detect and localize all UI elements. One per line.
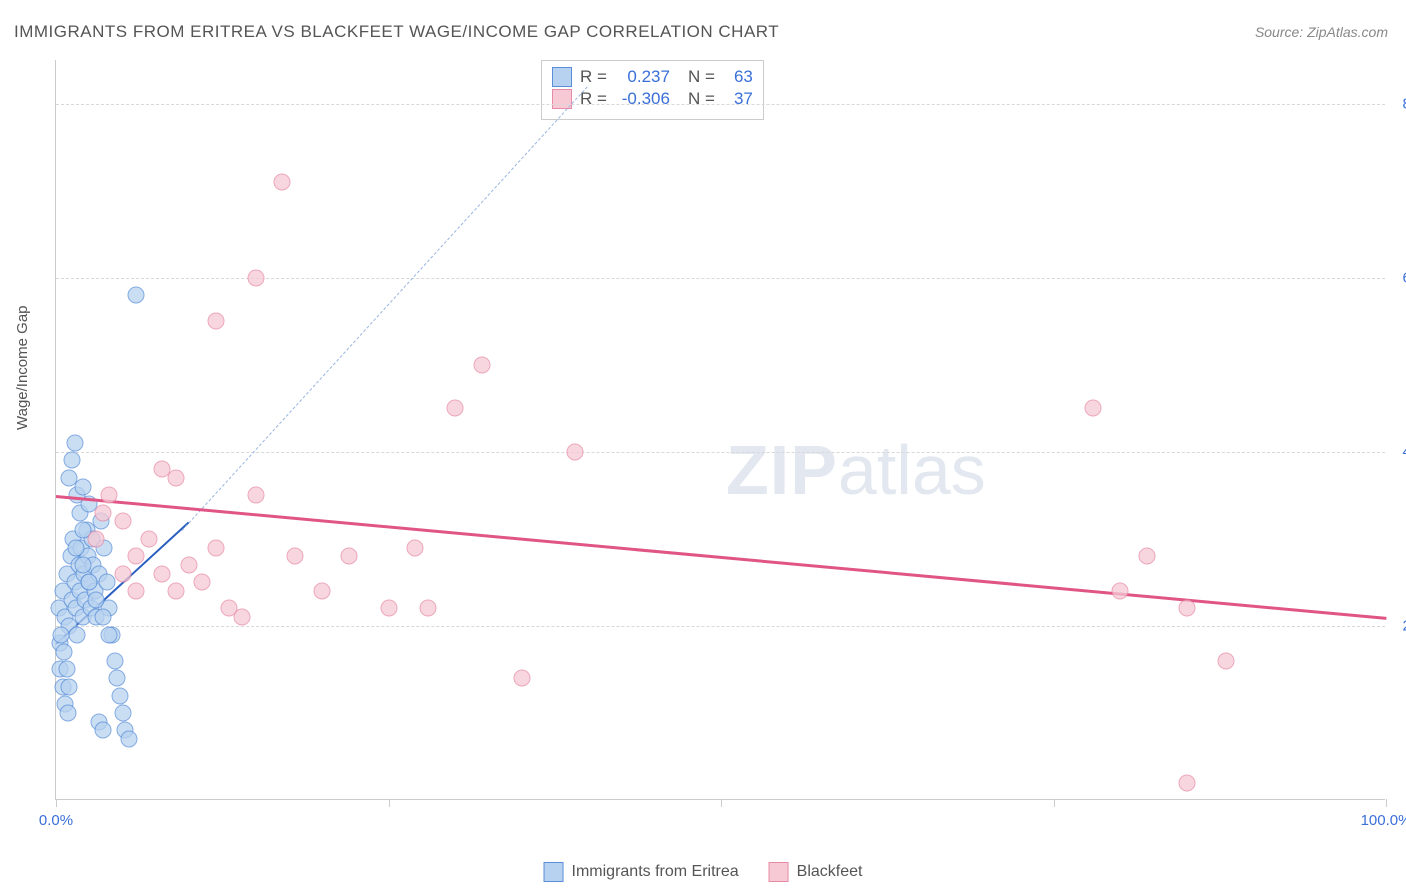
y-tick-label: 40.0% [1390, 443, 1406, 460]
data-point [111, 687, 128, 704]
data-point [194, 574, 211, 591]
data-point [121, 731, 138, 748]
data-point [59, 704, 76, 721]
data-point [58, 661, 75, 678]
stats-row-series-0: R = 0.237 N = 63 [552, 67, 753, 87]
data-point [1218, 652, 1235, 669]
swatch-series-1 [769, 862, 789, 882]
data-point [1085, 400, 1102, 417]
data-point [74, 556, 91, 573]
data-point [340, 548, 357, 565]
data-point [1138, 548, 1155, 565]
data-point [513, 670, 530, 687]
watermark: ZIPatlas [726, 430, 986, 510]
data-point [67, 539, 84, 556]
guide-line [182, 86, 588, 531]
data-point [63, 452, 80, 469]
data-point [566, 443, 583, 460]
data-point [167, 583, 184, 600]
x-tick [389, 799, 390, 807]
data-point [98, 574, 115, 591]
data-point [1178, 774, 1195, 791]
data-point [274, 173, 291, 190]
data-point [207, 539, 224, 556]
y-axis-label: Wage/Income Gap [14, 305, 31, 430]
data-point [447, 400, 464, 417]
chart-title: IMMIGRANTS FROM ERITREA VS BLACKFEET WAG… [14, 22, 779, 42]
data-point [87, 530, 104, 547]
swatch-series-0 [552, 67, 572, 87]
data-point [314, 583, 331, 600]
data-point [141, 530, 158, 547]
swatch-series-0 [544, 862, 564, 882]
x-tick-label: 0.0% [39, 812, 73, 829]
legend-label: Immigrants from Eritrea [572, 863, 739, 881]
data-point [407, 539, 424, 556]
data-point [247, 269, 264, 286]
data-point [55, 644, 72, 661]
stats-box: R = 0.237 N = 63 R = -0.306 N = 37 [541, 60, 764, 120]
data-point [61, 678, 78, 695]
x-tick [1054, 799, 1055, 807]
legend-item-series-1: Blackfeet [769, 862, 863, 882]
data-point [114, 565, 131, 582]
x-tick-label: 100.0% [1361, 812, 1406, 829]
data-point [287, 548, 304, 565]
data-point [94, 609, 111, 626]
data-point [380, 600, 397, 617]
y-tick-label: 80.0% [1390, 95, 1406, 112]
data-point [1178, 600, 1195, 617]
data-point [127, 583, 144, 600]
data-point [94, 504, 111, 521]
data-point [101, 626, 118, 643]
data-point [114, 513, 131, 530]
data-point [420, 600, 437, 617]
data-point [87, 591, 104, 608]
data-point [127, 287, 144, 304]
data-point [106, 652, 123, 669]
data-point [94, 722, 111, 739]
data-point [127, 548, 144, 565]
y-tick-label: 60.0% [1390, 269, 1406, 286]
gridline [56, 626, 1385, 627]
data-point [473, 356, 490, 373]
data-point [53, 626, 70, 643]
data-point [74, 478, 91, 495]
data-point [109, 670, 126, 687]
data-point [69, 626, 86, 643]
data-point [181, 556, 198, 573]
data-point [81, 574, 98, 591]
scatter-chart: ZIPatlas R = 0.237 N = 63 R = -0.306 N =… [55, 60, 1385, 800]
data-point [234, 609, 251, 626]
data-point [114, 704, 131, 721]
x-tick [56, 799, 57, 807]
x-tick [721, 799, 722, 807]
source-attribution: Source: ZipAtlas.com [1255, 24, 1388, 40]
legend-label: Blackfeet [797, 863, 863, 881]
legend-item-series-0: Immigrants from Eritrea [544, 862, 739, 882]
data-point [247, 487, 264, 504]
legend: Immigrants from Eritrea Blackfeet [544, 862, 863, 882]
y-tick-label: 20.0% [1390, 617, 1406, 634]
data-point [167, 469, 184, 486]
data-point [1112, 583, 1129, 600]
data-point [207, 313, 224, 330]
data-point [101, 487, 118, 504]
data-point [154, 565, 171, 582]
gridline [56, 104, 1385, 105]
gridline [56, 452, 1385, 453]
data-point [66, 435, 83, 452]
x-tick [1386, 799, 1387, 807]
